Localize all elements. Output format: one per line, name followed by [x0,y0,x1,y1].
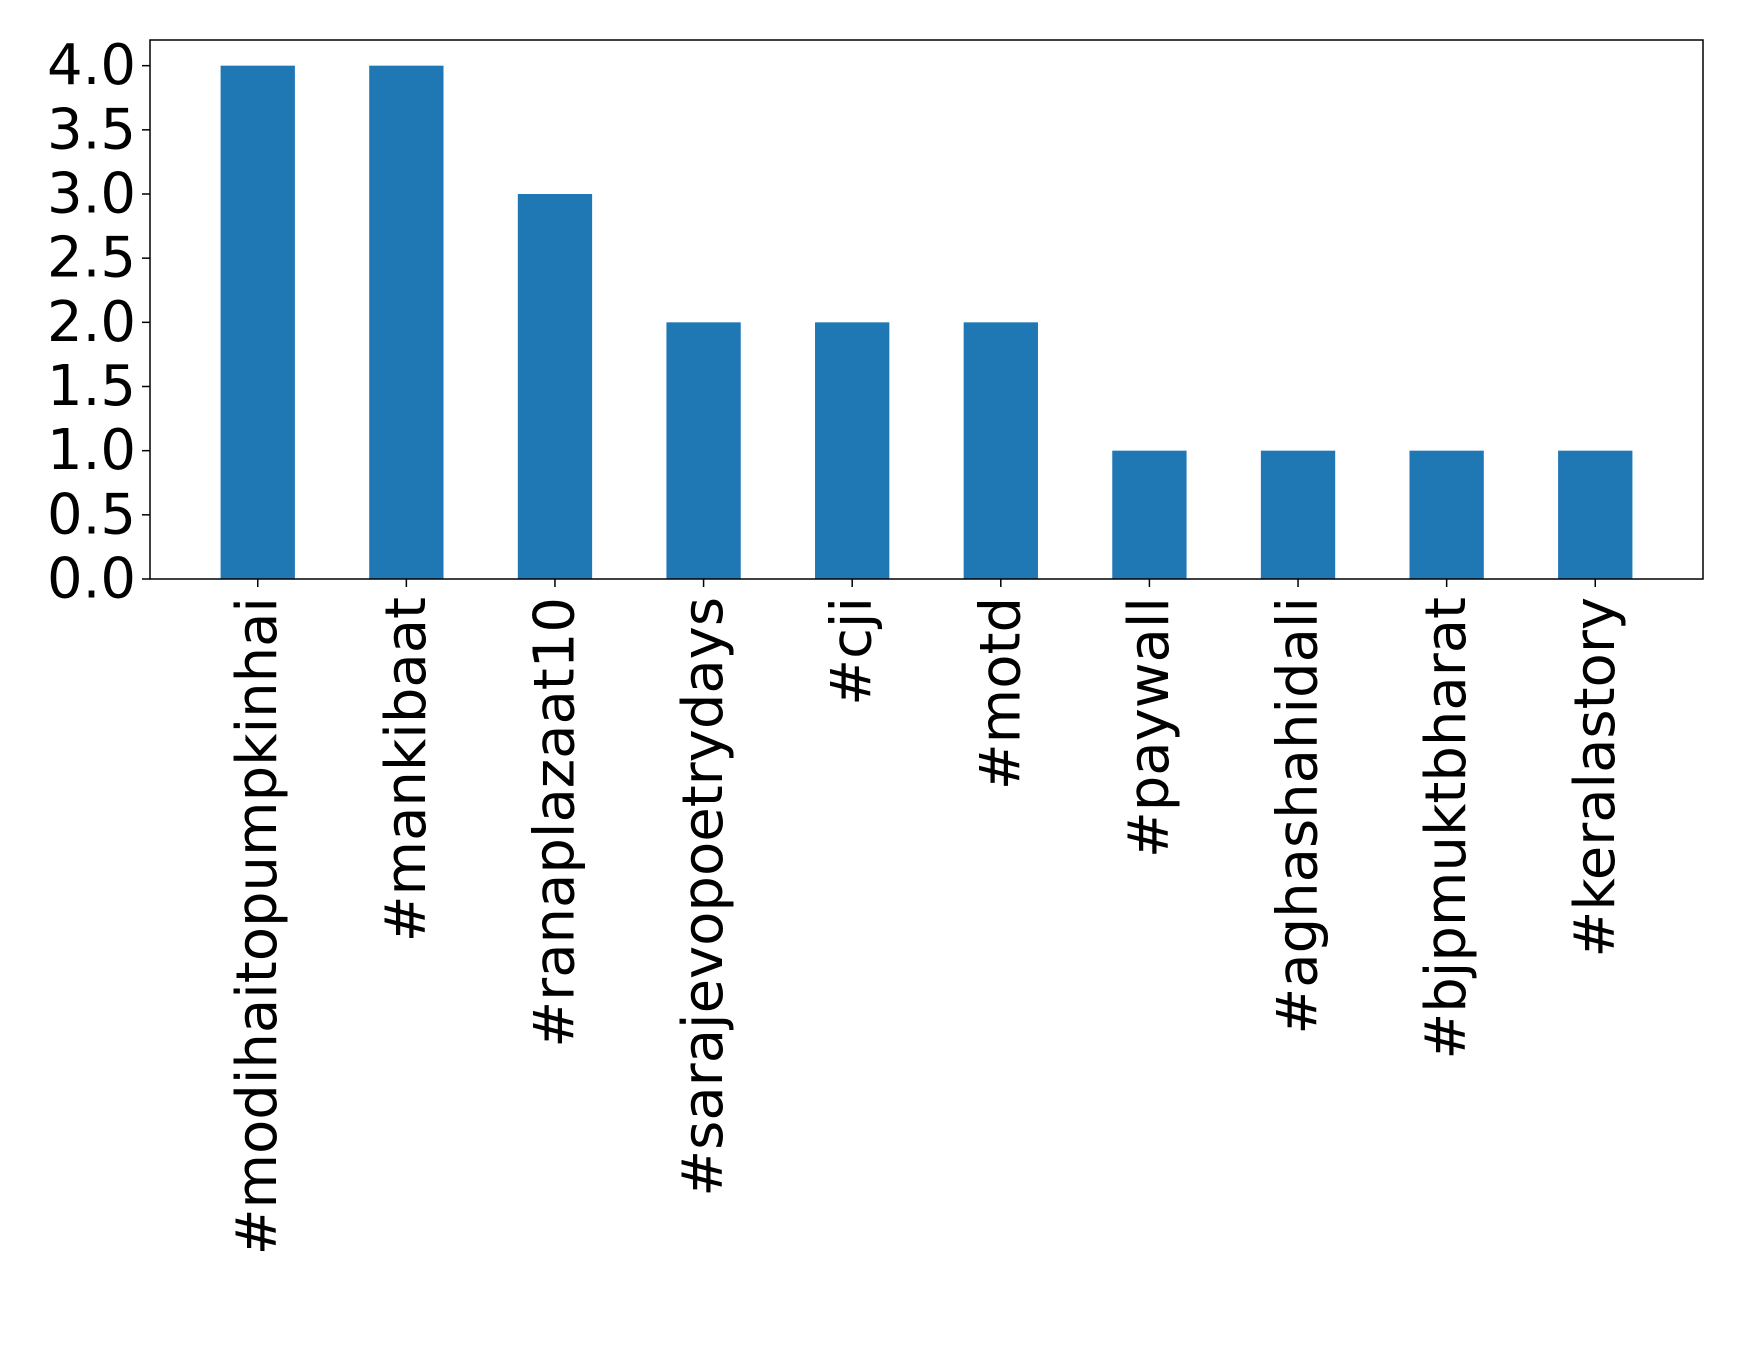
y-axis: 0.00.51.01.52.02.53.03.54.0 [47,33,150,612]
x-tick-label: #sarajevopoetrydays [671,597,736,1197]
bar [1260,450,1336,579]
x-tick-label: #mankibaat [374,597,439,942]
x-tick-label: #bjpmuktbharat [1414,597,1479,1060]
bar [517,194,593,579]
y-tick-label: 0.5 [47,482,136,547]
y-tick-label: 4.0 [47,33,136,98]
x-tick-label: #aghashahidali [1266,597,1331,1035]
plot-frame [149,39,1704,580]
bar [963,322,1038,579]
y-tick-label: 2.5 [47,226,136,291]
x-tick-label: #paywall [1117,597,1182,858]
bar [1558,450,1633,579]
y-tick-label: 0.0 [47,547,136,612]
bar [1409,450,1484,579]
bar [1112,450,1187,579]
x-tick-label: #ranaplazaat10 [522,597,587,1048]
bar [815,322,890,579]
bar [666,322,741,579]
x-tick-label: #motd [968,597,1033,790]
y-tick-label: 3.0 [47,162,136,227]
y-tick-label: 3.5 [47,97,136,162]
bars-layer [220,65,1633,579]
x-tick-label: #keralastory [1563,597,1628,958]
y-tick-label: 1.5 [47,354,136,419]
bar [369,65,444,579]
y-tick-label: 1.0 [47,418,136,483]
x-tick-label: #cji [820,597,885,706]
bar [220,65,295,579]
y-tick-label: 2.0 [47,290,136,355]
x-tick-label: #modihaitopumpkinhai [225,597,290,1255]
x-axis: #modihaitopumpkinhai #mankibaat #ranaplaza… [225,579,1628,1255]
